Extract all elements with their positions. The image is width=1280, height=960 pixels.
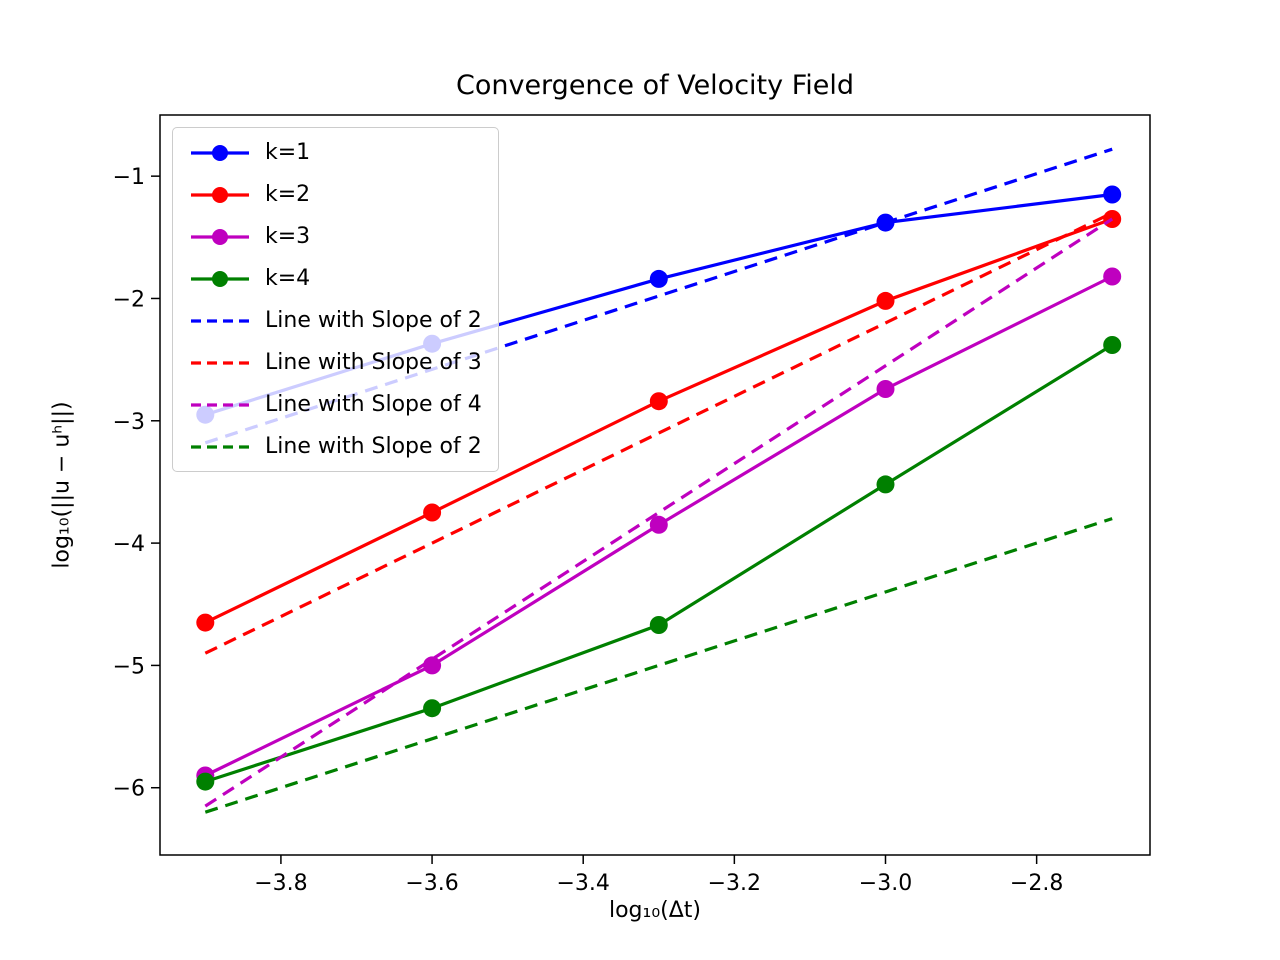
legend-item: Line with Slope of 2 <box>189 308 482 333</box>
data-point <box>876 475 895 494</box>
y-tick-label: −2 <box>113 287 145 312</box>
legend-dashed-line-sample <box>191 444 249 449</box>
axes-frame <box>159 114 1151 856</box>
data-point <box>1103 185 1122 204</box>
y-tick-label: −5 <box>113 654 145 679</box>
y-tick-label: −6 <box>113 777 145 802</box>
legend-label: k=4 <box>265 266 311 291</box>
legend-item: k=2 <box>189 182 482 207</box>
data-point <box>649 392 668 411</box>
legend-dashed-line-sample <box>191 360 249 365</box>
legend-item: k=4 <box>189 266 482 291</box>
data-point <box>649 616 668 634</box>
x-tick-label: −3.6 <box>405 871 458 896</box>
data-point <box>649 515 668 534</box>
data-point <box>1103 336 1122 354</box>
y-axis-label: log₁₀(||u − uʰ||) <box>49 401 75 569</box>
x-tick-label: −3.4 <box>556 871 609 896</box>
chart-title: Convergence of Velocity Field <box>455 70 855 101</box>
data-point <box>423 656 442 675</box>
legend-item: Line with Slope of 4 <box>189 392 482 417</box>
series-line-line-with-slope-of-4 <box>204 217 1114 808</box>
x-tick-label: −3.8 <box>254 871 307 896</box>
y-tick-label: −4 <box>113 532 145 557</box>
data-point <box>876 291 895 310</box>
data-point <box>876 380 895 398</box>
legend-dashed-line-sample <box>191 402 249 407</box>
legend-line-marker-sample <box>191 144 249 161</box>
legend-line-marker-sample <box>191 228 249 245</box>
legend-label: k=1 <box>265 140 311 165</box>
legend-label: Line with Slope of 2 <box>265 434 482 459</box>
legend-item: Line with Slope of 2 <box>189 434 482 459</box>
series-line-line-with-slope-of-2 <box>204 517 1113 814</box>
legend-label: Line with Slope of 2 <box>265 308 482 333</box>
y-tick-label: −1 <box>113 165 145 190</box>
series-line-line-with-slope-of-3 <box>204 211 1113 655</box>
x-tick-label: −3.2 <box>708 871 761 896</box>
legend-label: Line with Slope of 4 <box>265 392 482 417</box>
legend-item: k=1 <box>189 140 482 165</box>
legend-label: Line with Slope of 3 <box>265 350 482 375</box>
legend-label: k=3 <box>265 224 311 249</box>
legend-item: k=3 <box>189 224 482 249</box>
legend: k=1 k=2 k=3 k=4 Line with Slope of 2 Line wit… <box>172 127 499 472</box>
x-axis-label: log₁₀(Δt) <box>608 898 702 923</box>
y-tick-label: −3 <box>113 410 145 435</box>
legend-label: k=2 <box>265 182 311 207</box>
legend-line-marker-sample <box>191 186 249 203</box>
x-tick-label: −3.0 <box>859 871 912 896</box>
legend-line-marker-sample <box>191 270 249 287</box>
data-point <box>196 613 215 632</box>
data-point <box>423 699 442 718</box>
data-point <box>1103 267 1122 286</box>
x-tick-label: −2.8 <box>1010 871 1063 896</box>
legend-dashed-line-sample <box>191 318 249 323</box>
data-point <box>423 503 442 522</box>
data-point <box>196 772 215 791</box>
data-point <box>649 269 668 288</box>
legend-item: Line with Slope of 3 <box>189 350 482 375</box>
